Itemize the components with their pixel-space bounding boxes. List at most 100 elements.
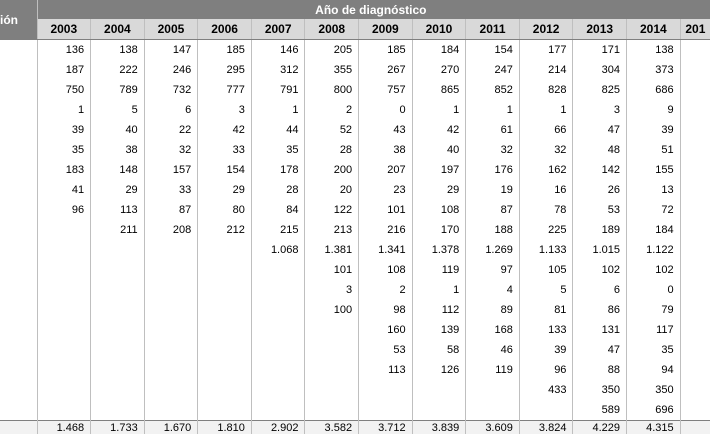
value-cell: 32 (143, 140, 198, 160)
value-cell: 312 (250, 60, 305, 80)
value-cell: 78 (518, 200, 573, 220)
value-cell: 138 (626, 39, 681, 60)
value-cell: 178 (250, 160, 305, 180)
empty-cell (250, 260, 305, 280)
value-cell: 247 (465, 60, 520, 80)
value-cell: 96 (518, 360, 573, 380)
value-cell: 3 (197, 100, 252, 120)
value-cell: 177 (518, 39, 573, 60)
empty-cell (679, 400, 710, 421)
value-cell: 176 (465, 160, 520, 180)
total-cell: 4.315 (626, 420, 681, 434)
row-label-cell (0, 80, 37, 100)
row-label-cell (0, 340, 37, 360)
empty-cell (197, 280, 252, 300)
value-cell: 44 (250, 120, 305, 140)
empty-cell (197, 260, 252, 280)
empty-cell (679, 80, 710, 100)
value-cell: 852 (465, 80, 520, 100)
value-cell: 2 (358, 280, 413, 300)
value-cell: 750 (36, 80, 91, 100)
year-header: 2008 (304, 19, 359, 40)
value-cell: 213 (304, 220, 359, 240)
value-cell: 1 (36, 100, 91, 120)
value-cell: 184 (626, 220, 681, 240)
empty-cell (143, 260, 198, 280)
empty-cell (36, 320, 91, 340)
empty-cell (358, 380, 413, 400)
value-cell: 589 (572, 400, 627, 421)
value-cell: 28 (304, 140, 359, 160)
value-cell: 187 (36, 60, 91, 80)
value-cell: 39 (36, 120, 91, 140)
table-row: 136 138 147 185 146 205 185 184 154 177 171 138 (0, 39, 710, 60)
empty-cell (197, 340, 252, 360)
value-cell: 686 (626, 80, 681, 100)
table-row: 35 38 32 33 35 28 38 40 32 32 48 51 (0, 140, 710, 160)
value-cell: 170 (411, 220, 466, 240)
value-cell: 246 (143, 60, 198, 80)
empty-cell (90, 300, 145, 320)
empty-cell (197, 320, 252, 340)
value-cell: 777 (197, 80, 252, 100)
empty-cell (90, 380, 145, 400)
year-header: 2004 (90, 19, 145, 40)
value-cell: 23 (358, 180, 413, 200)
value-cell: 6 (572, 280, 627, 300)
value-cell: 29 (197, 180, 252, 200)
value-cell: 148 (90, 160, 145, 180)
value-cell: 3 (304, 280, 359, 300)
year-header: 2009 (358, 19, 413, 40)
value-cell: 200 (304, 160, 359, 180)
empty-cell (679, 380, 710, 400)
value-cell: 147 (143, 39, 198, 60)
stub-header: ión (0, 0, 37, 40)
value-cell: 53 (358, 340, 413, 360)
empty-cell (679, 160, 710, 180)
value-cell: 87 (465, 200, 520, 220)
row-label-cell (0, 200, 37, 220)
empty-cell (304, 400, 359, 421)
year-header: 2014 (626, 19, 681, 40)
value-cell: 215 (250, 220, 305, 240)
value-cell: 40 (90, 120, 145, 140)
row-label-cell (0, 280, 37, 300)
empty-cell (36, 380, 91, 400)
value-cell: 48 (572, 140, 627, 160)
value-cell: 46 (465, 340, 520, 360)
empty-cell (90, 360, 145, 380)
value-cell: 207 (358, 160, 413, 180)
value-cell: 28 (250, 180, 305, 200)
value-cell: 1.122 (626, 240, 681, 260)
value-cell: 38 (358, 140, 413, 160)
value-cell: 1.341 (358, 240, 413, 260)
value-cell: 142 (572, 160, 627, 180)
empty-cell (143, 360, 198, 380)
empty-cell (36, 260, 91, 280)
empty-cell (679, 39, 710, 60)
empty-cell (679, 220, 710, 240)
value-cell: 1 (465, 100, 520, 120)
empty-cell (250, 340, 305, 360)
value-cell: 119 (411, 260, 466, 280)
table-row: 183 148 157 154 178 200 207 197 176 162 142 155 (0, 160, 710, 180)
value-cell: 9 (626, 100, 681, 120)
empty-cell (143, 340, 198, 360)
table-row: 589 696 (0, 400, 710, 421)
value-cell: 102 (572, 260, 627, 280)
empty-cell (679, 240, 710, 260)
row-label-cell (0, 400, 37, 421)
value-cell: 117 (626, 320, 681, 340)
row-label-cell (0, 380, 37, 400)
value-cell: 100 (304, 300, 359, 320)
value-cell: 39 (626, 120, 681, 140)
total-cell: 3.839 (411, 420, 466, 434)
empty-cell (143, 400, 198, 421)
value-cell: 168 (465, 320, 520, 340)
value-cell: 87 (143, 200, 198, 220)
value-cell: 1.068 (250, 240, 305, 260)
table-row: 100 98 112 89 81 86 79 (0, 300, 710, 320)
value-cell: 66 (518, 120, 573, 140)
empty-cell (143, 300, 198, 320)
